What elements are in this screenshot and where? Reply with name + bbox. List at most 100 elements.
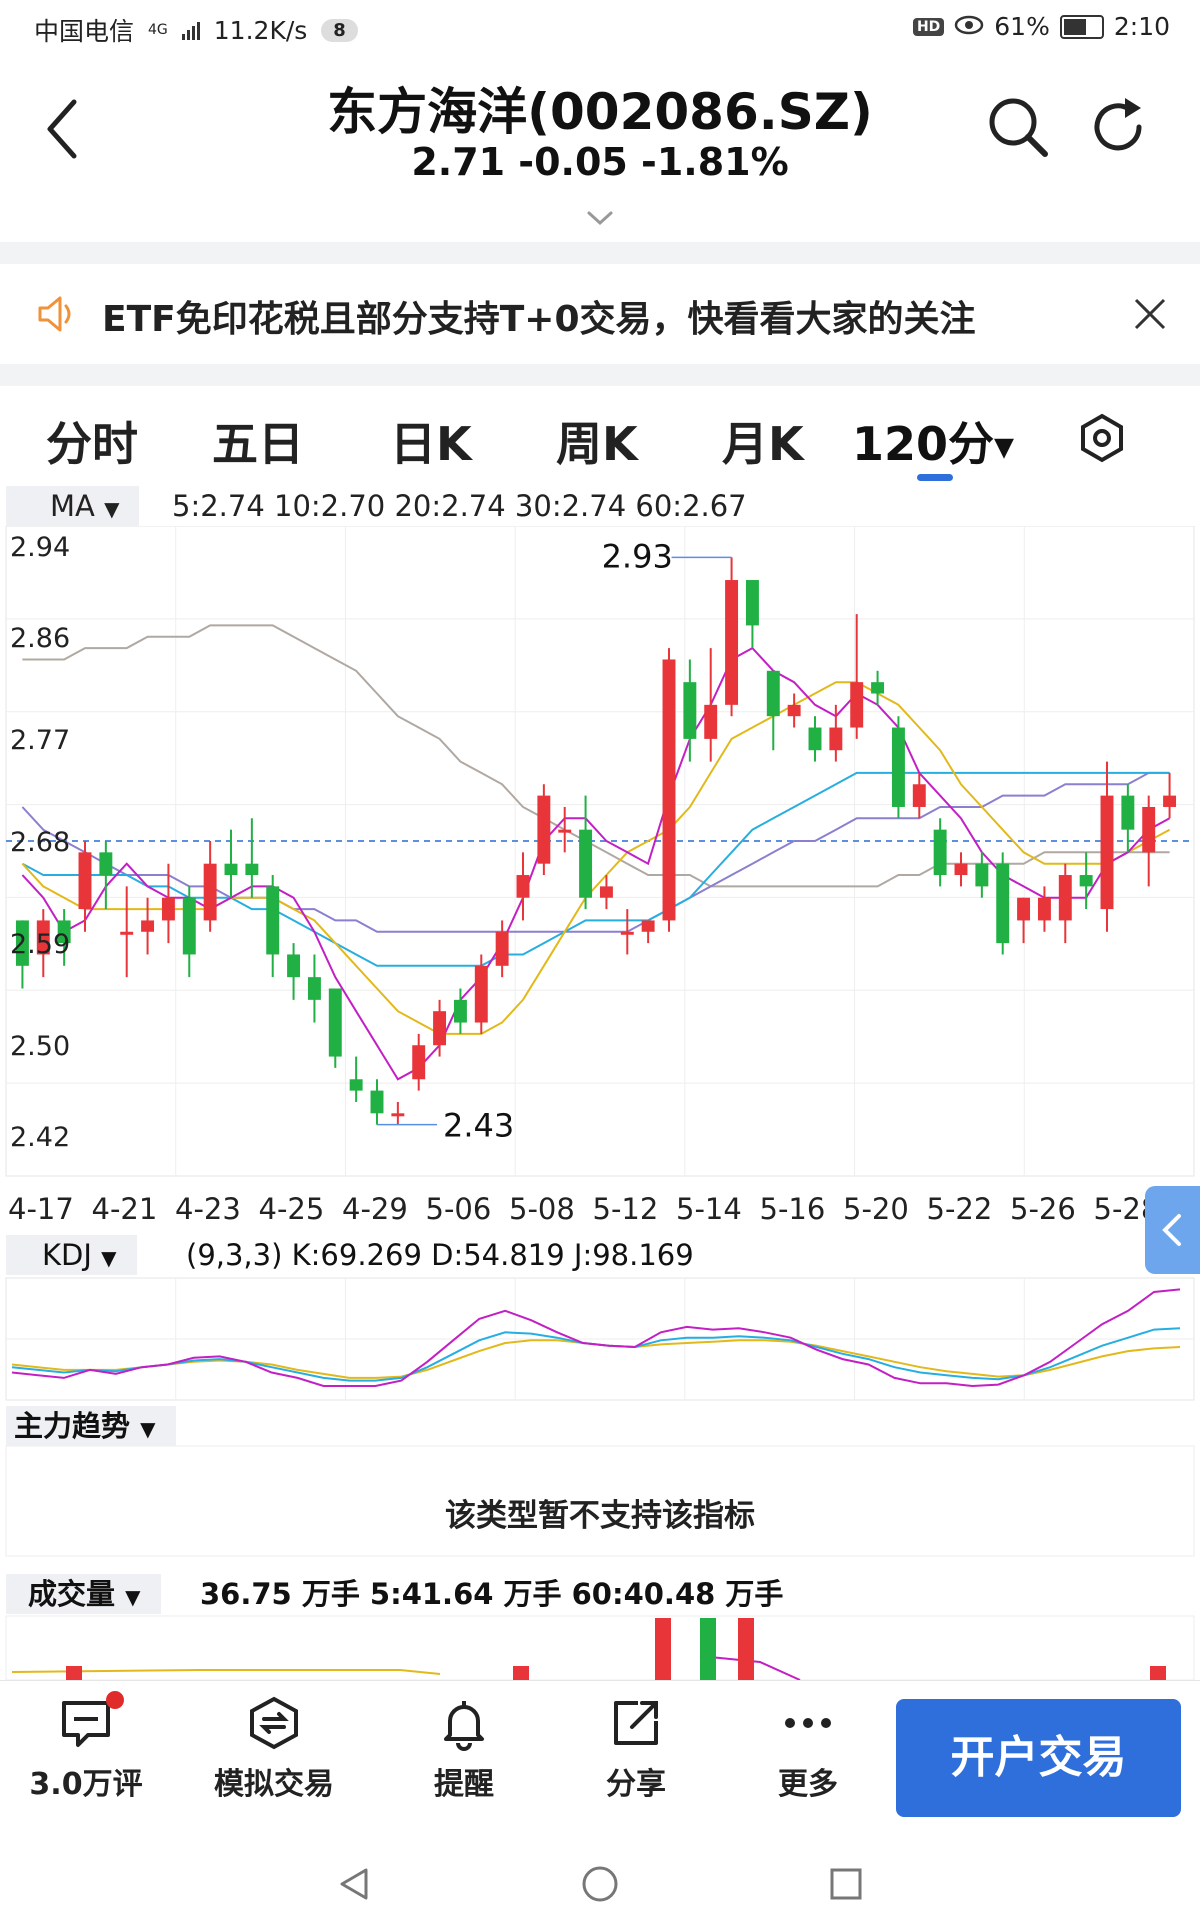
search-icon <box>989 98 1048 157</box>
candle-body <box>287 954 301 978</box>
tab-five-day[interactable]: 五日 <box>212 417 304 471</box>
volume-values: 36.75 万手 5:41.64 万手 60:40.48 万手 <box>200 1577 784 1611</box>
close-notice-button[interactable] <box>1130 294 1170 334</box>
volume-bar <box>655 1618 671 1680</box>
x-tick-label: 4-21 <box>92 1192 158 1226</box>
divider <box>0 364 1200 386</box>
volume-ma-line <box>699 1655 801 1680</box>
alert-button[interactable]: 提醒 <box>394 1695 534 1803</box>
candle-body <box>391 1113 405 1117</box>
kdj-values: (9,3,3) K:69.269 D:54.819 J:98.169 <box>186 1238 694 1272</box>
candle-body <box>808 727 822 751</box>
bell-icon <box>444 1701 484 1751</box>
ma-selector[interactable]: MA ▼ <box>6 486 140 526</box>
x-tick-label: 5-08 <box>509 1192 575 1226</box>
bottom-action-bar: 3.0万评 模拟交易 提醒 分享 更多 开户交易 <box>0 1680 1200 1851</box>
candle-body <box>787 704 801 717</box>
candlesticks <box>15 557 1177 1125</box>
nav-home-icon[interactable] <box>580 1864 620 1904</box>
network-label: 4G <box>148 22 168 38</box>
y-tick-label: 2.59 <box>10 929 70 960</box>
candle-body <box>912 784 926 807</box>
search-button[interactable] <box>985 94 1051 160</box>
kdj-selector-label: KDJ <box>42 1238 92 1272</box>
candle-body <box>1079 875 1093 887</box>
share-icon <box>614 1701 658 1745</box>
x-tick-label: 5-06 <box>426 1192 492 1226</box>
candle-body <box>182 897 196 955</box>
candle-body <box>328 988 342 1057</box>
period-tabs: 分时 五日 日K 周K 月K 120分▼ <box>0 386 1200 486</box>
candle-body <box>516 875 530 898</box>
chart-grid <box>5 526 1195 1177</box>
tab-intraday[interactable]: 分时 <box>46 417 138 471</box>
share-button[interactable]: 分享 <box>566 1695 706 1803</box>
speaker-icon <box>38 296 71 332</box>
back-button[interactable] <box>40 94 90 164</box>
divider <box>0 242 1200 264</box>
collapse-toggle[interactable] <box>0 196 1200 242</box>
hd-icon: HD <box>912 17 945 36</box>
x-tick-label: 5-14 <box>676 1192 742 1226</box>
trend-legend: 主力趋势 ▼ <box>6 1406 1194 1446</box>
candle-body <box>1058 875 1072 921</box>
refresh-icon <box>1094 98 1142 151</box>
candle-body <box>1037 897 1051 921</box>
candle-body <box>1142 806 1156 853</box>
eye-icon <box>954 12 984 41</box>
y-tick-label: 2.68 <box>10 827 70 858</box>
notice-text: ETF免印花税且部分支持T+0交易，快看看大家的关注 <box>102 299 976 340</box>
comments-button[interactable]: 3.0万评 <box>16 1691 156 1803</box>
candle-body <box>662 659 676 921</box>
candle-body <box>266 886 280 955</box>
trend-unsupported-message: 该类型暂不支持该指标 <box>445 1498 755 1534</box>
volume-selector[interactable]: 成交量 ▼ <box>6 1574 161 1614</box>
tab-120min[interactable]: 120分▼ <box>852 408 1014 474</box>
volume-legend: 成交量 ▼ 36.75 万手 5:41.64 万手 60:40.48 万手 <box>6 1574 1194 1614</box>
volume-bar <box>513 1666 529 1680</box>
alert-label: 提醒 <box>434 1767 494 1802</box>
kdj-selector[interactable]: KDJ ▼ <box>6 1235 137 1275</box>
kline-chart[interactable]: 2.94 2.86 2.77 2.68 2.59 2.50 2.42 4-17 4-21 4-2… <box>0 526 1200 1680</box>
volume-bar <box>738 1618 754 1680</box>
more-button[interactable]: 更多 <box>738 1695 878 1803</box>
x-tick-label: 4-29 <box>342 1192 408 1226</box>
caret-down-icon: ▼ <box>104 497 120 521</box>
candle-body <box>704 704 718 739</box>
side-panel-toggle[interactable] <box>1145 1186 1200 1274</box>
more-label: 更多 <box>778 1767 838 1802</box>
candle-body <box>1100 795 1114 910</box>
notification-count: 8 <box>321 18 358 42</box>
tab-weekly-k[interactable]: 周K <box>556 417 638 471</box>
x-tick-label: 5-20 <box>843 1192 909 1226</box>
candle-body <box>495 931 509 966</box>
candle-body <box>766 670 780 717</box>
nav-back-icon[interactable] <box>334 1864 374 1904</box>
open-account-button[interactable]: 开户交易 <box>896 1699 1181 1817</box>
ma-legend: MA ▼ 5:2.74 10:2.70 20:2.74 30:2.74 60:2… <box>6 486 1194 526</box>
page-title: 东方海洋(002086.SZ) <box>327 83 873 141</box>
chevron-down-icon <box>587 211 613 226</box>
candle-body <box>620 931 634 935</box>
notice-banner[interactable]: ETF免印花税且部分支持T+0交易，快看看大家的关注 <box>0 264 1200 364</box>
candle-body <box>1017 897 1031 921</box>
candle-body <box>161 897 175 921</box>
x-tick-label: 5-16 <box>760 1192 826 1226</box>
chart-settings-button[interactable] <box>1076 412 1128 464</box>
candle-body <box>996 863 1010 944</box>
trend-selector[interactable]: 主力趋势 ▼ <box>6 1406 176 1446</box>
tab-monthly-k[interactable]: 月K <box>722 417 804 471</box>
tab-daily-k[interactable]: 日K <box>390 417 472 471</box>
candle-body <box>891 727 905 807</box>
caret-down-icon: ▼ <box>101 1246 117 1270</box>
candle-body <box>57 920 71 944</box>
candle-body <box>850 682 864 728</box>
settings-hexagon-icon <box>1081 413 1123 463</box>
refresh-button[interactable] <box>1085 94 1151 160</box>
chevron-left-icon <box>47 99 77 159</box>
sim-trade-button[interactable]: 模拟交易 <box>204 1695 344 1803</box>
candle-body <box>725 580 739 705</box>
nav-recents-icon[interactable] <box>826 1864 866 1904</box>
candle-body <box>829 727 843 751</box>
y-axis-labels: 2.94 2.86 2.77 2.68 2.59 2.50 2.42 <box>10 532 70 1153</box>
